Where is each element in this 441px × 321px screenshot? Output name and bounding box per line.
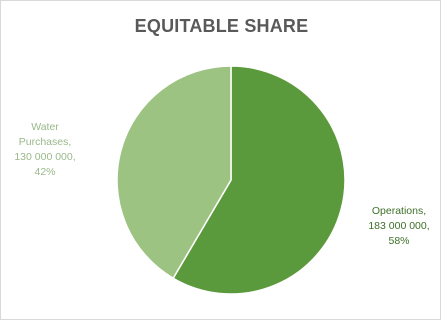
- data-label-operations: Operations, 183 000 000, 58%: [368, 205, 429, 247]
- chart-title: EQUITABLE SHARE: [134, 16, 309, 36]
- pie-slice-operations: [172, 65, 346, 295]
- pie-slice-water-purchases: [116, 65, 232, 280]
- data-label-water-purchases: Water Purchases, 130 000 000, 42%: [14, 121, 75, 178]
